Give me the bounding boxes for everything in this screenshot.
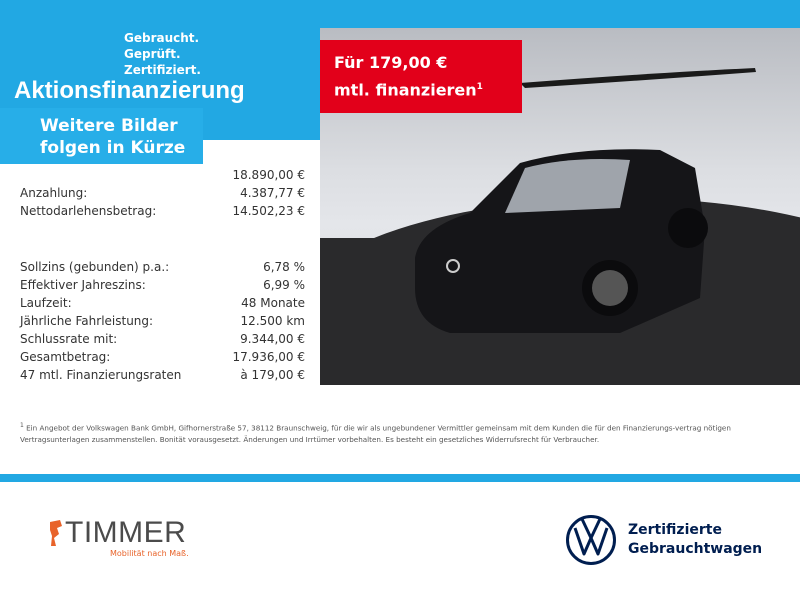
more-images-text: Weitere Bilder folgen in Kürze <box>40 115 185 159</box>
row-label: Jährliche Fahrleistung: <box>20 314 154 328</box>
more-images-banner <box>0 108 203 164</box>
divider-stripe <box>0 474 800 482</box>
financing-group-1: 18.890,00 € Anzahlung: 4.387,77 € Nettoda… <box>20 166 305 220</box>
promo-line2: mtl. finanzieren1 <box>334 75 483 102</box>
dealer-logo: TIMMER Mobilität nach Maß. <box>48 518 189 558</box>
row-value: 14.502,23 € <box>232 204 305 218</box>
row-label: Gesamtbetrag: <box>20 350 111 364</box>
financing-row: Anzahlung: 4.387,77 € <box>20 184 305 202</box>
banner-line: folgen in Kürze <box>40 138 186 158</box>
row-value: 6,78 % <box>263 260 305 274</box>
promo-price: Für 179,00 € <box>334 53 448 72</box>
badge-line: Zertifiziert. <box>124 63 201 77</box>
financing-row: 18.890,00 € <box>20 166 305 184</box>
row-label: Effektiver Jahreszins: <box>20 278 146 292</box>
disclaimer-text: Ein Angebot der Volkswagen Bank GmbH, Gi… <box>20 423 731 445</box>
car-photo <box>320 28 800 385</box>
disclaimer: 1 Ein Angebot der Volkswagen Bank GmbH, … <box>20 420 780 446</box>
financing-row: Jährliche Fahrleistung: 12.500 km <box>20 312 305 330</box>
row-label: Laufzeit: <box>20 296 72 310</box>
timmer-horse-icon <box>50 520 62 546</box>
certified-badge-text: Gebraucht. Geprüft. Zertifiziert. <box>124 30 201 78</box>
promo-badge <box>320 40 522 113</box>
dealer-slogan: Mobilität nach Maß. <box>110 549 189 558</box>
row-value: 48 Monate <box>241 296 305 310</box>
row-label: Anzahlung: <box>20 186 88 200</box>
row-value: 12.500 km <box>240 314 305 328</box>
financing-row: Sollzins (gebunden) p.a.: 6,78 % <box>20 258 305 276</box>
footnote-mark: 1 <box>20 422 24 429</box>
row-value: 6,99 % <box>263 278 305 292</box>
financing-row: Gesamtbetrag: 17.936,00 € <box>20 348 305 366</box>
row-label: Schlussrate mit: <box>20 332 118 346</box>
row-value: 18.890,00 € <box>232 168 305 182</box>
promo-text: Für 179,00 € mtl. finanzieren1 <box>334 50 483 102</box>
page-title: Aktionsfinanzierung <box>14 77 245 104</box>
vw-label-line: Zertifizierte <box>628 522 722 538</box>
vw-label-line: Gebrauchtwagen <box>628 541 763 557</box>
financing-row: Laufzeit: 48 Monate <box>20 294 305 312</box>
vw-logo-icon <box>566 515 616 565</box>
financing-row: Effektiver Jahreszins: 6,99 % <box>20 276 305 294</box>
financing-row: 47 mtl. Finanzierungsraten à 179,00 € <box>20 366 305 384</box>
financing-row: Nettodarlehensbetrag: 14.502,23 € <box>20 202 305 220</box>
row-label: Sollzins (gebunden) p.a.: <box>20 260 170 274</box>
badge-line: Geprüft. <box>124 47 181 61</box>
dealer-name: TIMMER <box>65 516 187 549</box>
badge-line: Gebraucht. <box>124 31 200 45</box>
certified-badge <box>112 28 208 80</box>
row-label: Nettodarlehensbetrag: <box>20 204 157 218</box>
vw-certified-label: Zertifizierte Gebrauchtwagen <box>628 521 762 559</box>
footnote-mark: 1 <box>476 82 483 92</box>
financing-group-2: Sollzins (gebunden) p.a.: 6,78 % Effektiv… <box>20 258 305 384</box>
row-value: 9.344,00 € <box>240 332 305 346</box>
row-value: 17.936,00 € <box>232 350 305 364</box>
financing-row: Schlussrate mit: 9.344,00 € <box>20 330 305 348</box>
row-value: à 179,00 € <box>240 368 305 382</box>
row-value: 4.387,77 € <box>240 186 305 200</box>
banner-line: Weitere Bilder <box>40 116 178 136</box>
promo-label: mtl. finanzieren <box>334 80 477 100</box>
row-label: 47 mtl. Finanzierungsraten <box>20 368 182 382</box>
